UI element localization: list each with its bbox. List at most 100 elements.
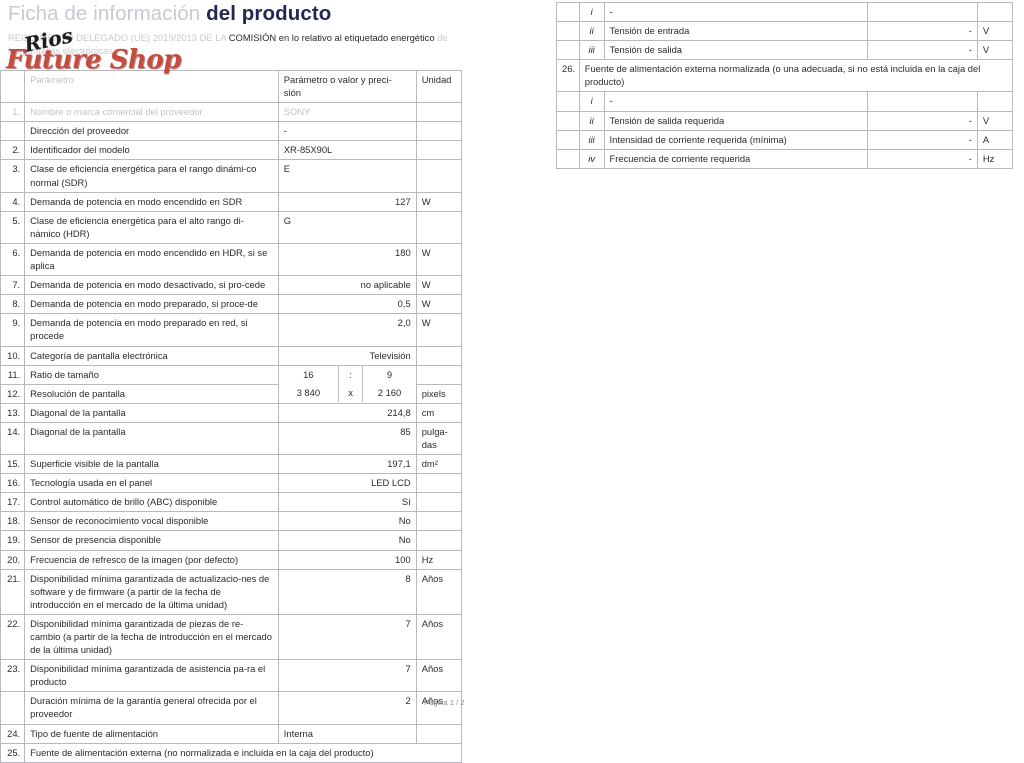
row-unit: Hz [976, 148, 1014, 169]
row-value: Interna [277, 723, 417, 744]
table-header-row: Parámetro Parámetro o valor y preci-sión… [0, 69, 463, 104]
value-part-op: x [338, 384, 364, 403]
page-left: Ficha de información del producto REGLAM… [0, 0, 522, 763]
row-value: XR-85X90L [277, 140, 417, 161]
row-value: 2,0 [277, 313, 417, 347]
row-parameter: Sensor de reconocimiento vocal disponibl… [24, 511, 279, 532]
row-parameter: Frecuencia de corriente requerida [603, 148, 869, 169]
row-value: 7 [277, 659, 417, 693]
row-parameter: Tecnología usada en el panel [24, 473, 279, 494]
row-parameter: Categoría de pantalla electrónica [24, 345, 279, 366]
table-row: 7. Demanda de potencia en modo desactivad… [0, 275, 463, 296]
row-unit [976, 1, 1014, 23]
row-roman-numeral: iii [578, 129, 605, 150]
table-row: iii Intensidad de corriente requerida (mí… [556, 129, 1014, 150]
row-number: 22. [0, 613, 26, 661]
value-part-a: 3 840 [278, 384, 339, 403]
table-row: Dirección del proveedor - [0, 121, 463, 142]
row-number: 19. [0, 530, 26, 551]
table-row: 3. Clase de eficiencia energética para el… [0, 159, 463, 193]
row-value: 16: 9 [278, 365, 416, 384]
row-value: - [277, 121, 417, 142]
header-unit: Unidad [415, 69, 463, 104]
row-value [867, 1, 978, 23]
page-subtitle: REGLAMENTO DELEGADO (UE) 2019/2013 DE LA… [0, 26, 472, 57]
row-parameter: Frecuencia de refresco de la imagen (por… [24, 549, 279, 570]
row-roman-numeral: i [578, 91, 605, 112]
table-row: 23. Disponibilidad mínima garantizada de … [0, 659, 463, 693]
row-number [556, 110, 580, 131]
row-number: 1. [0, 102, 26, 123]
page-footer-left: Página 1 / 2 [424, 698, 465, 707]
page-subtitle-faded-2: de las pantallas electrónicas [8, 32, 448, 57]
row-parameter: Demanda de potencia en modo preparado, s… [24, 294, 279, 315]
row-number: 4. [0, 191, 26, 212]
header-value-line2: sión [283, 87, 301, 99]
row-parameter: Diagonal de la pantalla [24, 402, 279, 423]
table-row: i- [556, 1, 1014, 23]
row-parameter: Tipo de fuente de alimentación [24, 723, 279, 744]
table-row: 5. Clase de eficiencia energética para el… [0, 210, 463, 244]
page-title: Ficha de información del producto [0, 0, 522, 26]
row-value: 214,8 [277, 402, 417, 423]
row-unit: V [976, 110, 1014, 131]
table-left-body: 1. Nombre o marca comercial del proveedor… [0, 102, 463, 763]
row-number: 25. [0, 742, 26, 763]
row-number: 11. [0, 364, 26, 385]
row-number [0, 121, 26, 142]
row-unit [415, 492, 463, 513]
row-parameter: Sensor de presencia disponible [24, 530, 279, 551]
row-value: - [867, 129, 978, 150]
row-unit [415, 102, 463, 123]
row-parameter: Demanda de potencia en modo encendido en… [24, 191, 279, 212]
table-row: 4. Demanda de potencia en modo encendido … [0, 191, 463, 212]
row-number: 12. [0, 383, 26, 404]
value-split-group: 16: 9 [278, 365, 416, 384]
row-number: 3. [0, 159, 26, 193]
table-left-wrapper: Parámetro Parámetro o valor y preci-sión… [0, 69, 522, 763]
row-unit: Años [415, 613, 463, 661]
row-value: 2 [277, 691, 417, 725]
row-number [556, 129, 580, 150]
row-value: G [277, 210, 417, 244]
table-row: 8. Demanda de potencia en modo preparado,… [0, 294, 463, 315]
row-roman-numeral: iii [578, 40, 605, 61]
table-row: 20. Frecuencia de refresco de la imagen (… [0, 549, 463, 570]
row-number: 8. [0, 294, 26, 315]
value-part-b: 2 160 [377, 387, 402, 399]
row-number: 18. [0, 511, 26, 532]
row-parameter: Clase de eficiencia energética para el a… [24, 210, 279, 244]
row-value: No [277, 530, 417, 551]
table-row: iii Tensión de salida - V [556, 40, 1014, 61]
row-value: Televisión [277, 345, 417, 366]
row-value: - [867, 40, 978, 61]
table-row: 13. Diagonal de la pantalla 214,8 cm [0, 402, 463, 423]
table-row: 15. Superficie visible de la pantalla 197,… [0, 454, 463, 475]
row-value: 127 [277, 191, 417, 212]
row-value: Sí [277, 492, 417, 513]
row-roman-numeral: i [578, 1, 605, 23]
row-parameter: Demanda de potencia en modo encendido en… [24, 242, 279, 277]
row-unit: V [976, 21, 1014, 42]
row-unit: W [415, 275, 463, 296]
row-parameter: Tensión de entrada [603, 21, 869, 42]
row-number [556, 21, 580, 42]
table-row: Duración mínima de la garantía general o… [0, 691, 463, 725]
value-part-b: 9 [386, 368, 393, 380]
row-number: 2. [0, 140, 26, 161]
table-row: ii Tensión de salida requerida - V [556, 110, 1014, 131]
row-parameter: Intensidad de corriente requerida (mínim… [603, 129, 869, 150]
row-unit: Años [415, 659, 463, 693]
row-parameter: Resolución de pantalla [24, 383, 279, 404]
row-number: 10. [0, 345, 26, 366]
row-unit: W [415, 191, 463, 212]
row-number: 7. [0, 275, 26, 296]
table-row: 16. Tecnología usada en el panel LED LCD [0, 473, 463, 494]
row-value: 180 [277, 242, 417, 277]
row-unit [415, 345, 463, 366]
header-number [0, 69, 26, 104]
